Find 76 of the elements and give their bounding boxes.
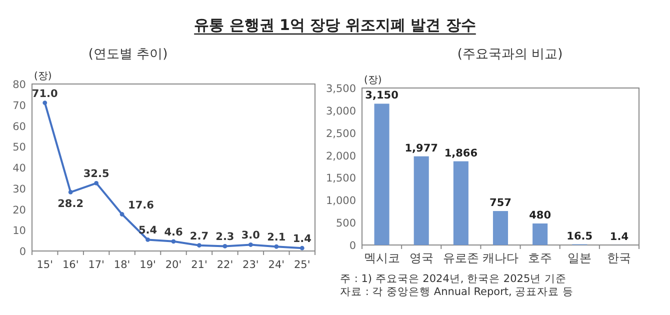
x-tick-label: 일본 [568,251,592,265]
y-tick-label: 20 [12,204,26,216]
point [222,244,228,248]
y-tick-label: 40 [12,162,26,174]
data-label: 4.6 [164,226,183,238]
data-label: 3.0 [241,230,260,242]
y-tick-label: 10 [12,225,26,238]
y-tick-label: 50 [12,142,26,154]
point [197,243,202,248]
x-tick-label: 17' [88,259,104,271]
data-label: 2.7 [190,230,209,242]
x-tick-label: 유로존 [442,251,479,265]
x-tick-label: 21' [191,259,208,271]
point [300,246,304,250]
y-tick-label: 70 [12,100,26,112]
chart-subtitle: (주요국과의 비교) [457,47,563,62]
bar [414,156,429,245]
y-axis-title: (장) [364,75,382,86]
y-tick-label: 2,500 [326,128,356,140]
x-tick-label: 멕시코 [364,251,400,265]
x-tick-label: 23' [242,259,259,271]
bar [532,223,548,245]
x-tick-label: 영국 [409,251,434,265]
y-tick-label: 0 [19,246,26,258]
y-tick-label: 80 [12,79,26,91]
text: 자료 : 각 중앙은행 Annual Report, 공표자료 등 [340,286,574,298]
data-label: 28.2 [58,198,84,210]
data-label: 757 [490,197,512,210]
x-tick-label: 22' [216,259,234,271]
y-tick-label: 3,500 [326,83,356,95]
chart-title: 유통 은행권 1억 장당 위조지폐 발견 장수 [194,16,476,34]
data-label: 1,977 [404,142,438,154]
x-tick-label: 호주 [528,251,552,265]
y-tick-label: 0 [349,240,356,252]
y-tick-label: 2,000 [326,150,356,162]
point [42,100,48,105]
bar [453,161,468,245]
data-label: 480 [529,209,552,222]
data-label: 17.6 [128,199,154,212]
data-label: 1.4 [292,233,312,246]
bar [374,104,390,245]
data-label: 2.1 [267,232,286,244]
y-tick-label: 1,500 [326,172,356,185]
point [146,238,150,242]
point [68,190,73,194]
x-tick-label: 캐나다 [482,251,518,265]
x-tick-label: 19' [140,259,156,271]
x-tick-label: 20' [165,259,182,271]
text: 주 : 1) 주요국은 2024년, 한국은 2025년 기준 [340,273,566,285]
x-tick-label: 한국 [607,251,632,265]
point [94,180,99,186]
y-tick-label: 3,000 [326,105,356,118]
point [171,239,176,244]
y-tick-label: 30 [12,183,26,196]
x-tick-label: 16' [62,259,79,271]
point [248,242,253,247]
chart-subtitle: (연도별 추이) [88,47,168,62]
data-label: 71.0 [32,88,58,100]
x-tick-label: 18' [114,259,130,271]
data-label: 32.5 [83,168,110,180]
x-tick-label: 25' [294,259,310,271]
data-label: 1,866 [444,147,478,160]
data-label: 2.3 [216,231,234,244]
bar [492,211,508,245]
data-label: 3,150 [365,90,398,102]
y-tick-label: 500 [336,218,356,230]
data-label: 5.4 [138,224,158,237]
point [120,212,124,216]
y-axis-title: (장) [34,71,52,82]
x-tick-label: 15' [36,259,53,271]
point [274,244,279,249]
y-tick-label: 60 [12,120,26,133]
y-tick-label: 1,000 [326,195,356,208]
data-label: 1.4 [610,230,629,243]
data-label: 16.5 [566,230,593,242]
x-tick-label: 24' [268,259,285,271]
